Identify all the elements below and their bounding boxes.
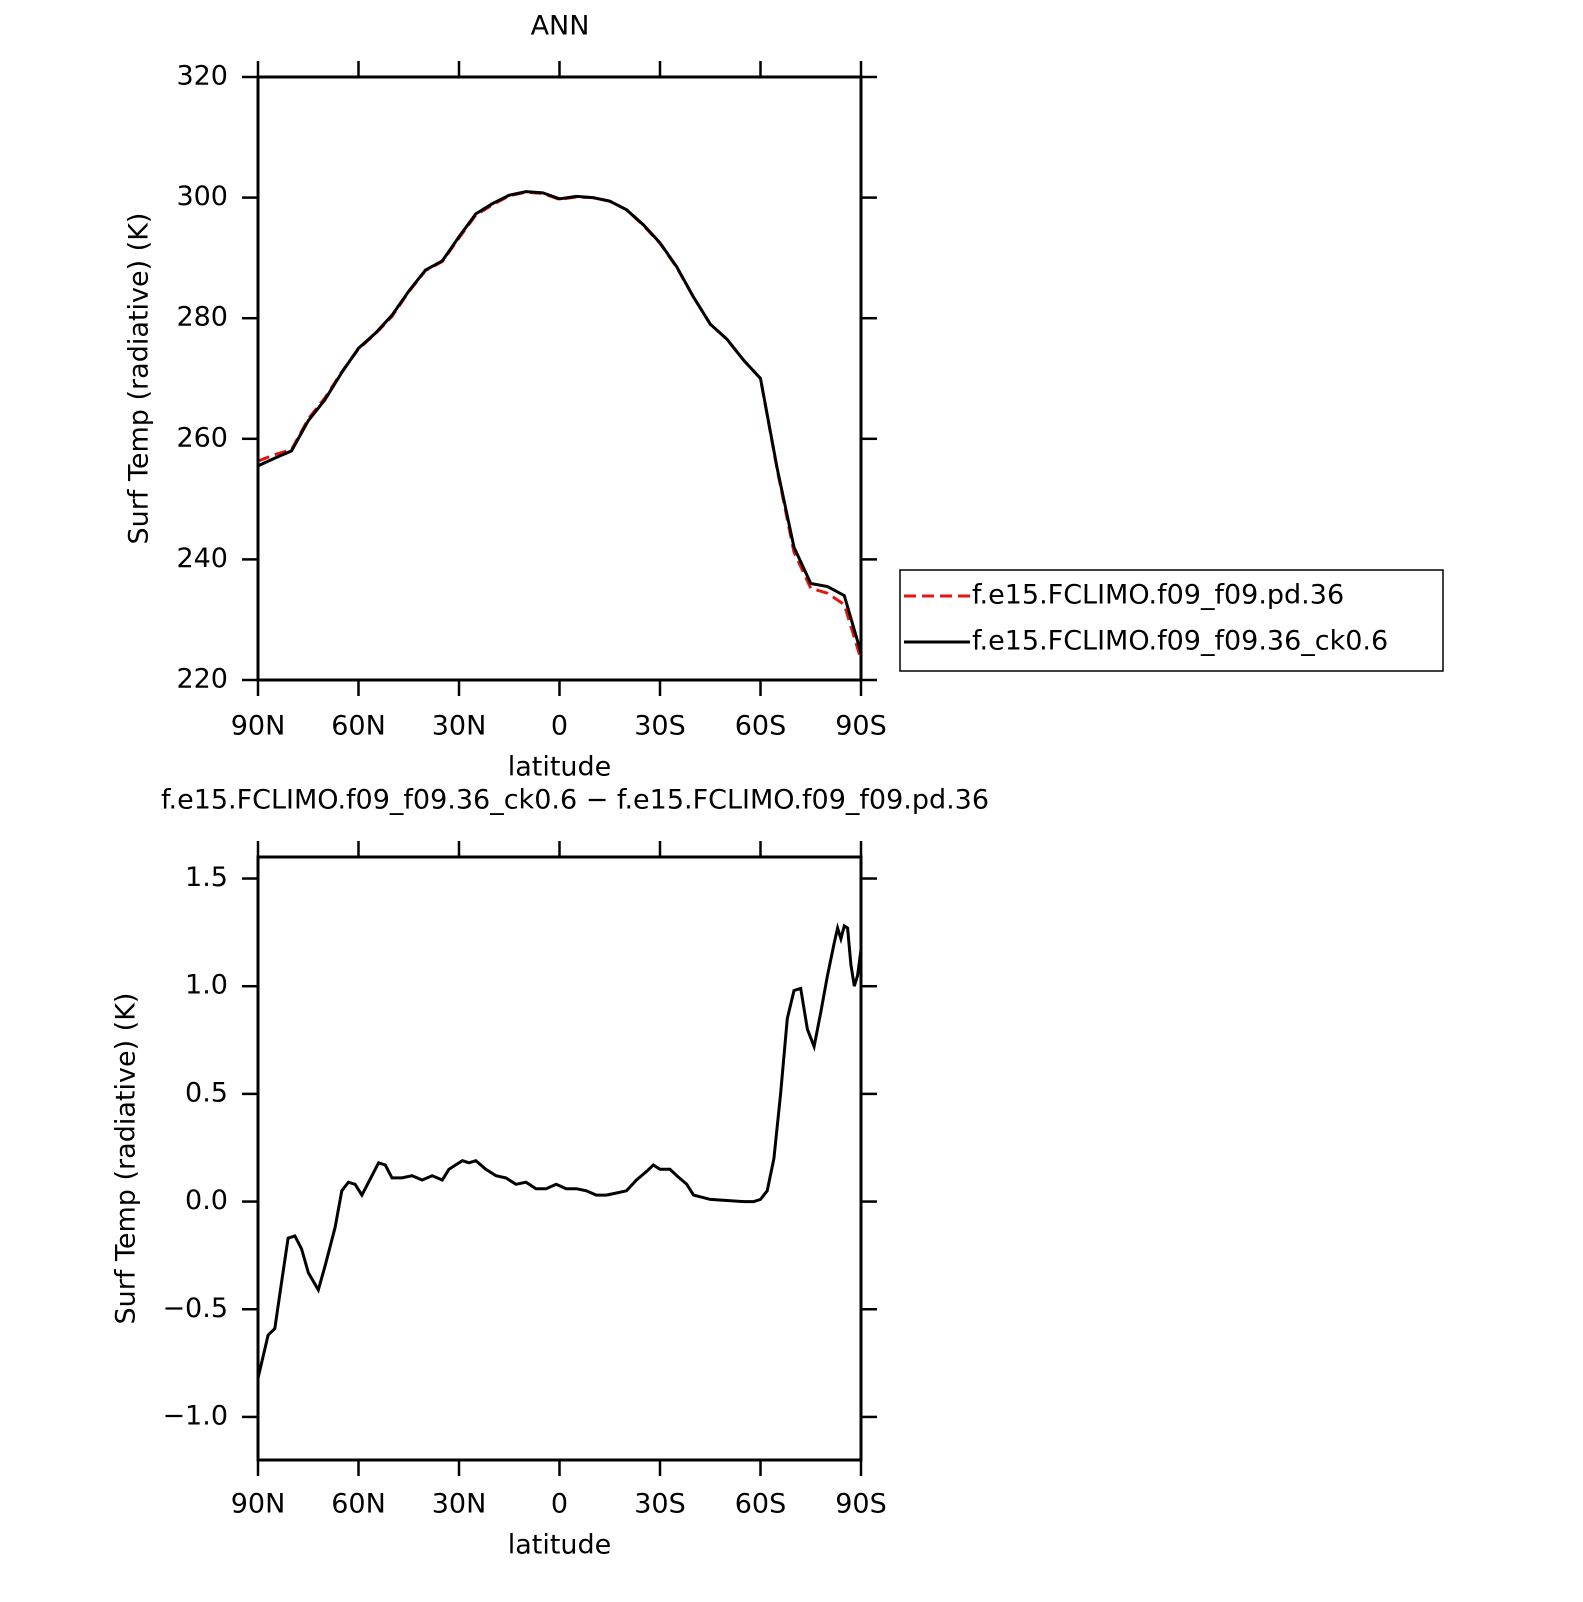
x-axis-label: latitude xyxy=(508,752,612,783)
y-tick-label: 240 xyxy=(176,543,228,574)
x-tick-label: 90N xyxy=(231,1489,286,1520)
y-tick-label: 280 xyxy=(176,302,228,333)
y-tick-label: −0.5 xyxy=(162,1293,228,1324)
x-tick-label: 60S xyxy=(735,711,787,742)
x-tick-label: 30N xyxy=(432,1489,487,1520)
y-tick-label: 300 xyxy=(176,181,228,212)
y-tick-label: 320 xyxy=(176,61,228,92)
y-tick-label: 0.5 xyxy=(185,1077,228,1108)
legend-label: f.e15.FCLIMO.f09_f09.36_ck0.6 xyxy=(972,626,1388,657)
x-tick-label: 30N xyxy=(432,711,487,742)
x-tick-label: 60N xyxy=(331,711,386,742)
y-tick-label: 220 xyxy=(176,664,228,695)
legend-box xyxy=(899,569,1444,672)
x-tick-label: 0 xyxy=(551,1489,568,1520)
x-tick-label: 30S xyxy=(634,711,686,742)
series-line xyxy=(257,190,863,654)
x-tick-label: 90S xyxy=(835,1489,887,1520)
y-tick-label: 1.0 xyxy=(185,970,228,1001)
series-line xyxy=(256,922,863,1379)
y-tick-label: 0.0 xyxy=(185,1185,228,1216)
y-tick-label: −1.0 xyxy=(162,1400,228,1431)
x-tick-label: 90S xyxy=(835,711,887,742)
x-tick-label: 60N xyxy=(331,1489,386,1520)
legend-label: f.e15.FCLIMO.f09_f09.pd.36 xyxy=(972,580,1344,611)
x-axis-label: latitude xyxy=(508,1530,612,1561)
x-tick-label: 30S xyxy=(634,1489,686,1520)
y-tick-label: 260 xyxy=(176,422,228,453)
y-axis-label: Surf Temp (radiative) (K) xyxy=(124,213,155,545)
y-axis-label: Surf Temp (radiative) (K) xyxy=(111,993,142,1325)
plot-frame xyxy=(256,75,863,682)
y-tick-label: 1.5 xyxy=(185,862,228,893)
x-tick-label: 0 xyxy=(551,711,568,742)
chart-title: ANN xyxy=(531,11,590,42)
plot-frame xyxy=(256,855,863,1462)
chart-title: f.e15.FCLIMO.f09_f09.36_ck0.6 − f.e15.FC… xyxy=(161,785,989,816)
x-tick-label: 90N xyxy=(231,711,286,742)
x-tick-label: 60S xyxy=(735,1489,787,1520)
